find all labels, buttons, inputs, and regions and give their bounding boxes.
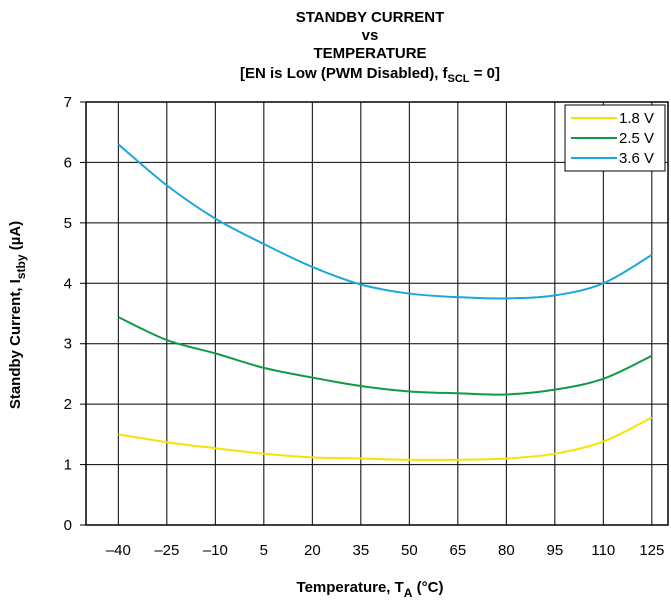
chart-title-line-3: TEMPERATURE: [313, 45, 426, 62]
y-axis-title-main: Standby Current, I: [7, 279, 24, 409]
x-axis-title-tail: (°C): [412, 579, 443, 596]
chart-subtitle-suffix: = 0]: [470, 65, 500, 82]
x-tick-label-5: 35: [352, 542, 369, 559]
legend-label-0: 1.8 V: [619, 110, 654, 127]
y-tick-label-5: 5: [64, 215, 72, 232]
chart-subtitle-prefix: [EN is Low (PWM Disabled), f: [240, 65, 449, 82]
x-tick-label-6: 50: [401, 542, 418, 559]
x-tick-label-1: –25: [154, 542, 179, 559]
y-tick-label-1: 1: [64, 457, 72, 474]
x-tick-label-0: –40: [106, 542, 131, 559]
x-tick-label-11: 125: [639, 542, 664, 559]
x-axis-title-subscript: A: [404, 586, 413, 600]
y-axis-title-subscript: stby: [14, 254, 28, 279]
chart-title-line-2: vs: [362, 27, 379, 44]
y-tick-label-6: 6: [64, 154, 72, 171]
x-tick-label-2: –10: [203, 542, 228, 559]
x-tick-label-4: 20: [304, 542, 321, 559]
x-tick-label-7: 65: [449, 542, 466, 559]
x-axis-title: Temperature, TA (°C): [297, 579, 444, 600]
x-tick-label-10: 110: [591, 542, 615, 559]
legend-label-2: 3.6 V: [619, 150, 654, 167]
x-tick-label-3: 5: [260, 542, 268, 559]
x-tick-label-8: 80: [498, 542, 515, 559]
chart-title-block: STANDBY CURRENT vs TEMPERATURE [EN is Lo…: [240, 9, 500, 85]
y-tick-label-3: 3: [64, 336, 72, 353]
chart-subtitle: [EN is Low (PWM Disabled), fSCL = 0]: [240, 65, 500, 85]
y-tick-labels: 0 1 2 3 4 5 6 7: [64, 94, 86, 534]
y-tick-label-7: 7: [64, 94, 72, 111]
y-axis-title: Standby Current, Istby (µA): [7, 221, 28, 409]
legend-label-1: 2.5 V: [619, 130, 654, 147]
y-tick-label-2: 2: [64, 396, 72, 413]
x-axis-title-main: Temperature, T: [297, 579, 404, 596]
chart-subtitle-subscript: SCL: [448, 73, 470, 85]
legend: 1.8 V 2.5 V 3.6 V: [565, 105, 665, 171]
y-tick-label-0: 0: [64, 517, 72, 534]
x-tick-label-9: 95: [546, 542, 563, 559]
y-axis-title-tail: (µA): [7, 221, 24, 255]
y-tick-label-4: 4: [64, 275, 72, 292]
chart-title-line-1: STANDBY CURRENT: [296, 9, 445, 26]
x-tick-labels: –40 –25 –10 5 20 35 50 65 80 95 110 125: [106, 542, 665, 559]
